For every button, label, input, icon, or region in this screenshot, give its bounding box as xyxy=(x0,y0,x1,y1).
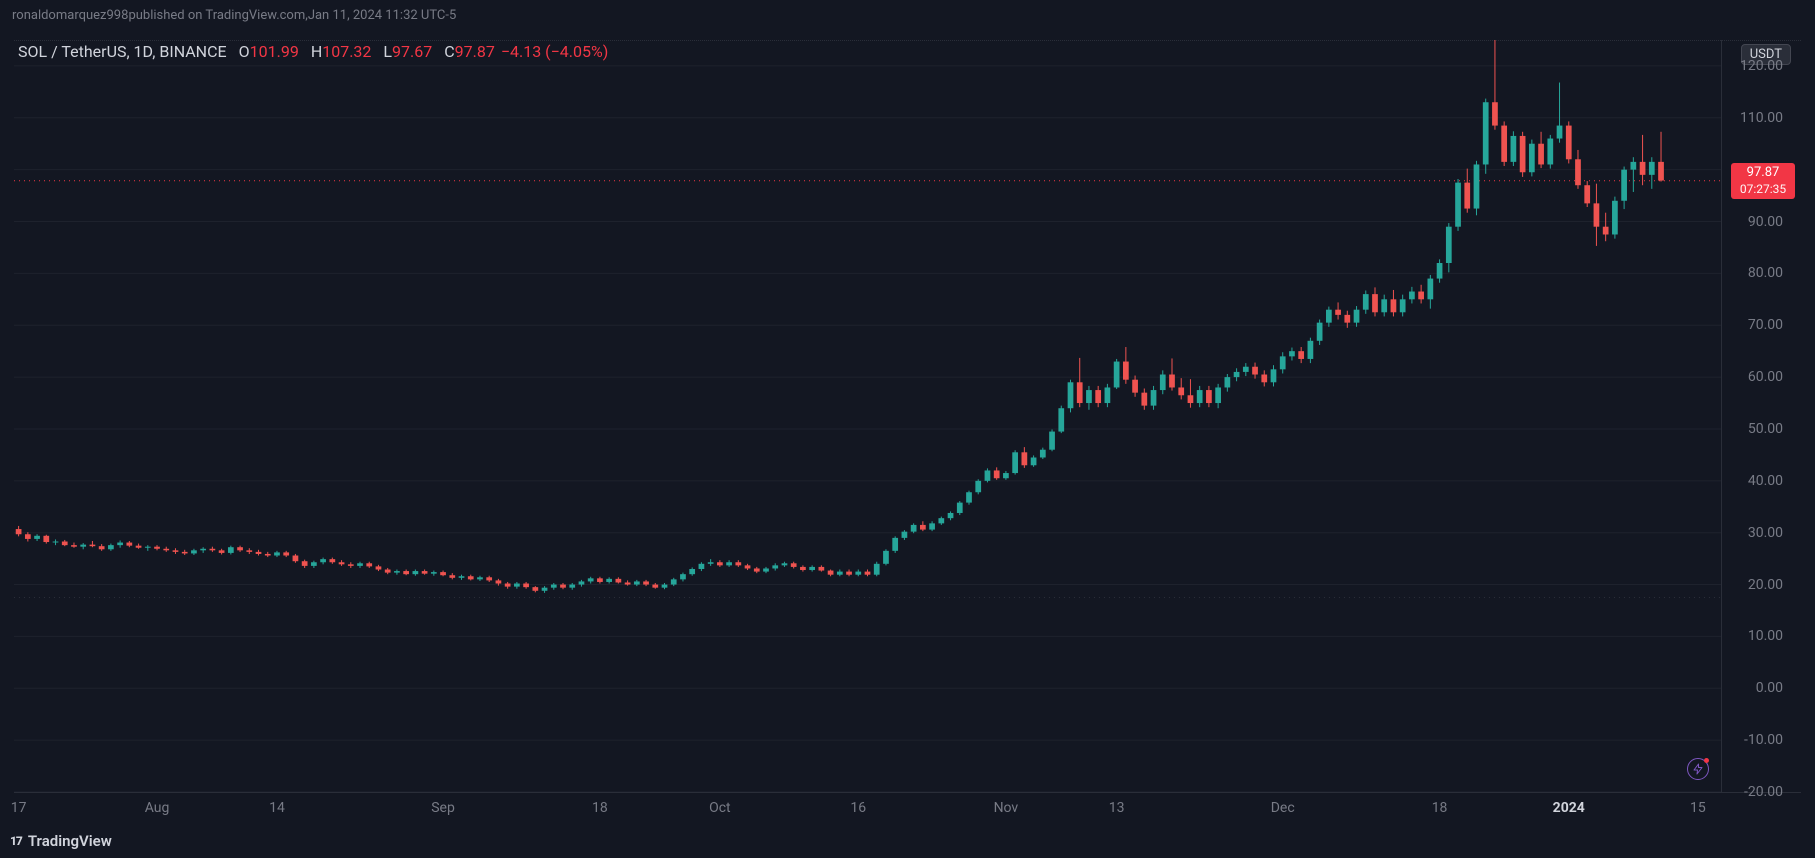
xaxis-tick: 13 xyxy=(1109,800,1125,816)
xaxis-tick: Oct xyxy=(709,800,731,816)
yaxis-tick: 120.00 xyxy=(1740,58,1783,74)
ohlc-c-label: C97.87 xyxy=(444,42,495,61)
ohlc-h-label: H107.32 xyxy=(311,42,372,61)
xaxis-tick: Aug xyxy=(145,800,170,816)
yaxis-tick: -20.00 xyxy=(1744,784,1783,800)
yaxis-tick: -10.00 xyxy=(1744,732,1783,748)
chart-pane[interactable] xyxy=(14,40,1721,792)
xaxis-tick: 15 xyxy=(1690,800,1706,816)
ohlc-l-label: L97.67 xyxy=(383,42,432,61)
last-price-badge: 97.87 07:27:35 xyxy=(1731,163,1795,199)
ohlc-o-label: O101.99 xyxy=(239,42,299,61)
xaxis-tick: Dec xyxy=(1271,800,1295,816)
last-price-value: 97.87 xyxy=(1737,165,1789,181)
xaxis-tick: 18 xyxy=(592,800,608,816)
yaxis-tick: 30.00 xyxy=(1748,525,1783,541)
yaxis-tick: 50.00 xyxy=(1748,421,1783,437)
tradingview-branding: 17 TradingView xyxy=(10,832,112,850)
xaxis-tick: 14 xyxy=(269,800,285,816)
yaxis-tick: 20.00 xyxy=(1748,577,1783,593)
go-to-realtime-icon[interactable] xyxy=(1687,758,1709,780)
yaxis-tick: 80.00 xyxy=(1748,265,1783,281)
yaxis-tick: 60.00 xyxy=(1748,369,1783,385)
yaxis-tick: 110.00 xyxy=(1740,110,1783,126)
xaxis-tick: 2024 xyxy=(1553,800,1585,816)
yaxis-tick: 40.00 xyxy=(1748,473,1783,489)
yaxis-tick: 10.00 xyxy=(1748,628,1783,644)
xaxis-tick: Nov xyxy=(994,800,1019,816)
chart-legend: SOL / TetherUS, 1D, BINANCE O101.99 H107… xyxy=(18,42,608,61)
symbol-label[interactable]: SOL / TetherUS, 1D, BINANCE xyxy=(18,42,227,61)
xaxis-tick: 16 xyxy=(850,800,866,816)
xaxis-tick: Sep xyxy=(431,800,455,816)
tradingview-name: TradingView xyxy=(28,832,112,850)
xaxis-tick: 17 xyxy=(11,800,27,816)
publisher-line: ronaldomarquez998 published on TradingVi… xyxy=(0,0,468,30)
time-axis[interactable]: 17 Aug 14 Sep 18 Oct 16 Nov 13 Dec 18 2024 15 xyxy=(14,792,1721,826)
ohlc-change: −4.13 (−4.05%) xyxy=(501,42,608,61)
candlestick-chart xyxy=(14,40,1721,792)
countdown-value: 07:27:35 xyxy=(1737,181,1789,197)
publisher-text: published on TradingView.com, xyxy=(128,8,307,23)
publisher-name: ronaldomarquez998 xyxy=(12,8,128,23)
price-axis[interactable]: USDT -20.00-10.000.0010.0020.0030.0040.0… xyxy=(1721,40,1801,792)
yaxis-tick: 70.00 xyxy=(1748,317,1783,333)
publisher-timestamp: Jan 11, 2024 11:32 UTC-5 xyxy=(308,8,456,23)
yaxis-tick: 0.00 xyxy=(1756,680,1783,696)
xaxis-tick: 18 xyxy=(1432,800,1448,816)
yaxis-tick: 90.00 xyxy=(1748,214,1783,230)
tradingview-logo-icon: 17 xyxy=(10,834,22,848)
